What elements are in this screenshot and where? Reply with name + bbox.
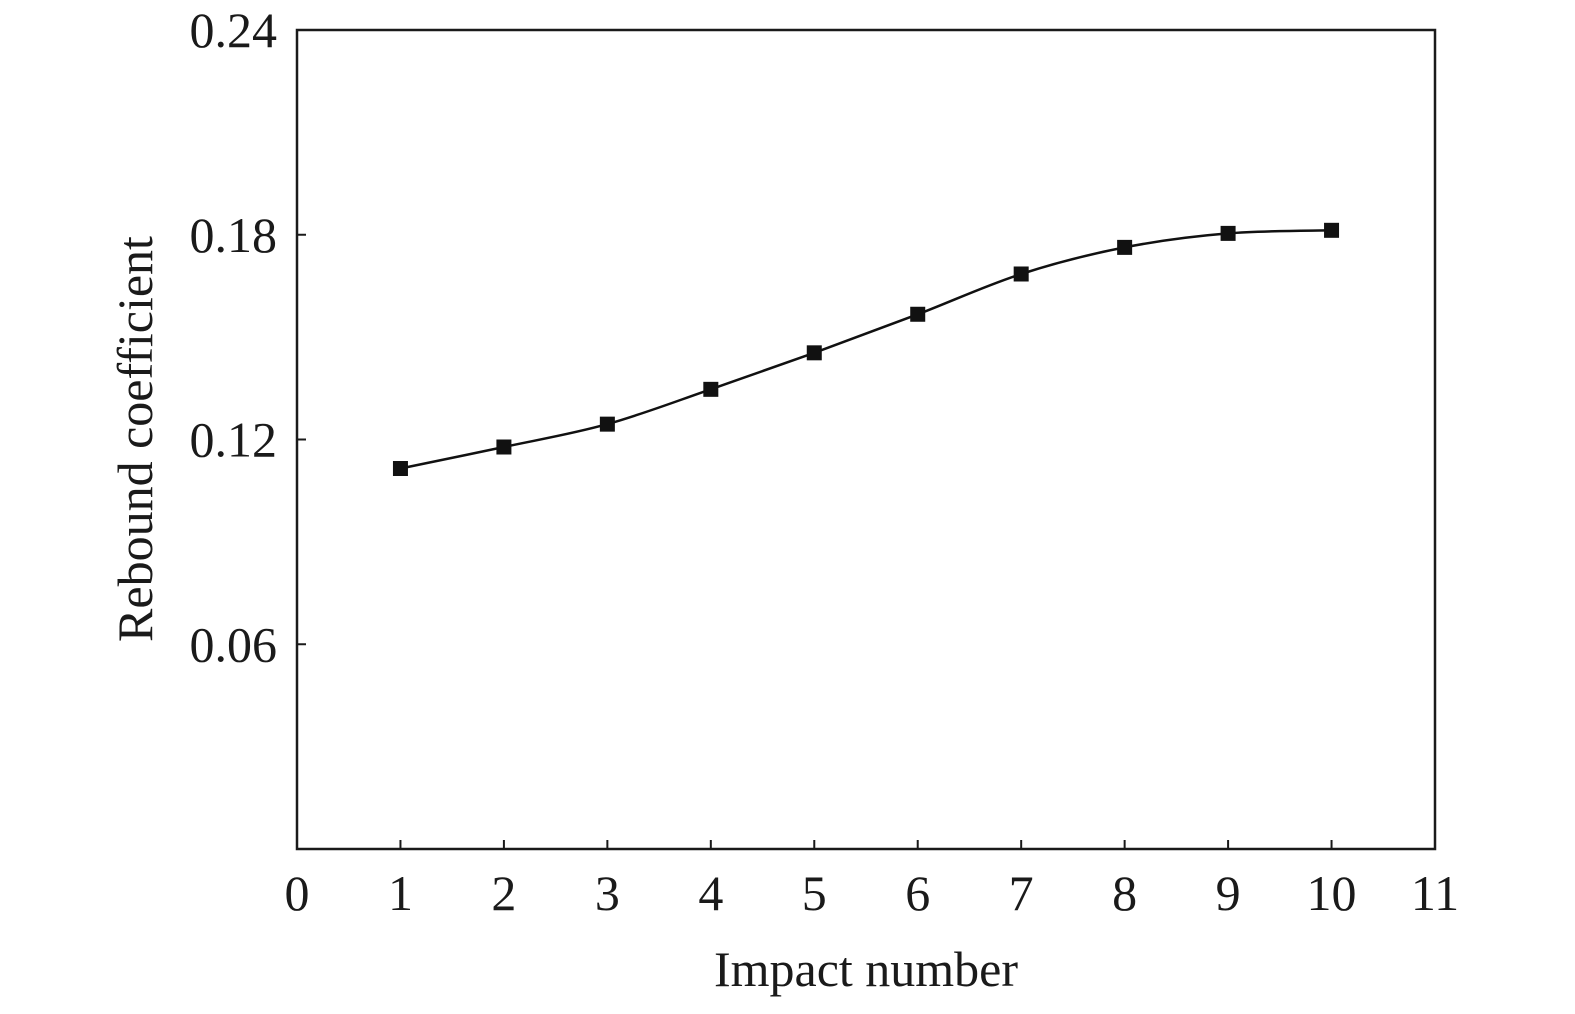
x-tick-label: 1	[388, 865, 413, 921]
x-axis-ticks: 0 1 2 3 4 5 6 7 8 9 10 11	[285, 840, 1459, 921]
x-tick-label: 10	[1307, 865, 1357, 921]
data-point-marker	[703, 381, 719, 397]
x-tick-label: 5	[802, 865, 827, 921]
data-point-marker	[392, 461, 408, 477]
data-point-marker	[599, 416, 615, 432]
x-tick-label: 7	[1009, 865, 1034, 921]
y-tick-label: 0.06	[190, 616, 278, 672]
x-tick-label: 9	[1216, 865, 1241, 921]
plot-frame	[295, 28, 1437, 851]
x-tick-label: 4	[698, 865, 723, 921]
series-layer	[392, 222, 1340, 477]
y-tick-label: 0.12	[190, 412, 278, 468]
y-tick-label: 0.24	[190, 2, 278, 58]
series-line	[400, 229, 1332, 470]
data-point-marker	[910, 306, 926, 322]
data-point-marker	[1324, 222, 1340, 238]
data-point-marker	[1117, 239, 1133, 255]
x-tick-label: 8	[1112, 865, 1137, 921]
y-axis-ticks: 0.06 0.12 0.18 0.24	[190, 2, 306, 672]
y-axis-title: Rebound coefficient	[107, 236, 163, 642]
data-point-marker	[1220, 225, 1236, 241]
x-tick-label: 3	[595, 865, 620, 921]
x-tick-label: 11	[1411, 865, 1459, 921]
data-point-marker	[806, 345, 822, 361]
x-axis-title: Impact number	[714, 941, 1018, 997]
data-point-marker	[496, 439, 512, 455]
y-tick-label: 0.18	[190, 207, 278, 263]
x-tick-label: 6	[905, 865, 930, 921]
data-point-marker	[1013, 266, 1029, 282]
x-tick-label: 2	[491, 865, 516, 921]
x-tick-label: 0	[285, 865, 310, 921]
